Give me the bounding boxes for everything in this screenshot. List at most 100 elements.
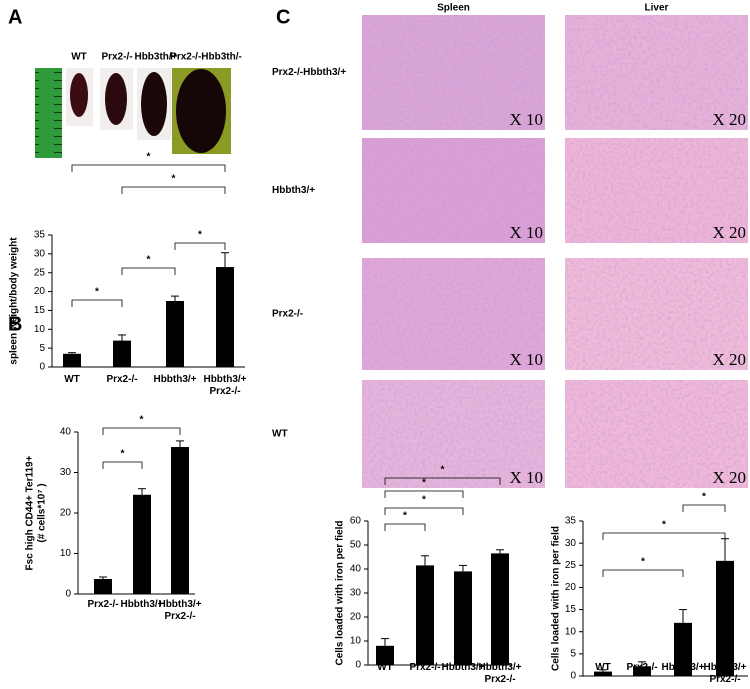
y-tick-label: 20 [350, 612, 362, 623]
row-label: WT [272, 429, 288, 440]
y-tick-label: 40 [350, 564, 362, 575]
spleen [105, 73, 127, 125]
y-tick-label: 35 [565, 516, 577, 527]
y-tick-label: 60 [350, 516, 362, 527]
spleen [141, 72, 167, 136]
bar [594, 671, 612, 676]
y-tick-label: 30 [34, 248, 46, 259]
magnification: X 20 [712, 110, 746, 129]
micrograph-texture [565, 258, 748, 370]
significance-star: * [147, 255, 151, 266]
y-tick-label: 20 [34, 286, 46, 297]
significance-star: * [147, 152, 151, 163]
y-tick-label: 40 [60, 427, 72, 438]
y-axis-label: Cells loaded with iron per field [335, 520, 346, 665]
significance-bracket [384, 523, 426, 531]
significance-bracket [602, 569, 684, 577]
bar [94, 579, 112, 594]
significance-bracket [384, 477, 501, 485]
significance-star: * [441, 465, 445, 476]
micrograph-texture [565, 380, 748, 488]
y-tick-label: 25 [565, 560, 577, 571]
column-header: Liver [645, 3, 669, 14]
micrograph-texture [565, 15, 748, 130]
ruler [35, 68, 62, 158]
x-tick-label: Hbbth3/+ [441, 662, 485, 673]
bar [674, 622, 692, 676]
y-tick-label: 10 [34, 324, 46, 335]
micrograph-texture [362, 380, 545, 488]
y-tick-label: 30 [565, 538, 577, 549]
magnification: X 10 [509, 110, 543, 129]
x-tick-label: Hbbth3/+ Prx2-/- [158, 599, 202, 622]
micrograph-texture [362, 15, 545, 130]
magnification: X 20 [712, 350, 746, 369]
bar [376, 645, 394, 665]
spleen [176, 69, 226, 153]
bar [216, 267, 234, 367]
y-tick-label: 10 [565, 626, 577, 637]
significance-star: * [702, 492, 706, 503]
significance-star: * [422, 495, 426, 506]
y-tick-label: 20 [60, 508, 72, 519]
significance-star: * [403, 511, 407, 522]
significance-star: * [172, 174, 176, 185]
row-label: Prx2-/-Hbbth3/+ [272, 67, 346, 78]
significance-bracket [102, 461, 143, 469]
bar [166, 301, 184, 367]
significance-star: * [140, 415, 144, 426]
x-tick-label: Prx2-/- [106, 374, 138, 385]
x-tick-label: WT [595, 662, 611, 673]
significance-bracket [71, 164, 226, 172]
significance-bracket [682, 504, 726, 512]
y-tick-label: 0 [570, 671, 576, 682]
x-tick-label: Hbbth3/+ [120, 599, 164, 610]
y-axis-label: (# cells*10⁷ ) [37, 483, 48, 542]
y-tick-label: 20 [565, 582, 577, 593]
y-tick-label: 0 [39, 362, 45, 373]
x-tick-label: Prx2-/- [626, 662, 658, 673]
magnification: X 10 [509, 223, 543, 242]
significance-bracket [71, 299, 123, 307]
significance-bracket [121, 267, 176, 275]
y-tick-label: 10 [60, 548, 72, 559]
spleen [70, 73, 88, 117]
x-tick-label: Hbbth3/+ [661, 662, 705, 673]
y-tick-label: 30 [350, 588, 362, 599]
bar [113, 340, 131, 367]
y-tick-label: 10 [350, 636, 362, 647]
significance-bracket [102, 427, 181, 435]
photos [35, 68, 231, 158]
y-axis-label: spleen weight/body weight [9, 237, 20, 365]
micrograph-texture [565, 138, 748, 243]
y-tick-label: 15 [565, 604, 577, 615]
column-header: Spleen [437, 3, 470, 14]
y-tick-label: 35 [34, 230, 46, 241]
significance-star: * [121, 449, 125, 460]
row-label: Prx2-/- [272, 309, 303, 320]
significance-star: * [422, 478, 426, 489]
bar [416, 565, 434, 665]
y-tick-label: 5 [570, 648, 576, 659]
bar [133, 494, 151, 594]
significance-star: * [198, 230, 202, 241]
x-tick-label: WT [377, 662, 393, 673]
significance-bracket [174, 242, 226, 250]
significance-star: * [95, 287, 99, 298]
bar [716, 560, 734, 676]
x-tick-label: Prx2-/- [409, 662, 441, 673]
bar [491, 553, 509, 665]
bar [171, 446, 189, 594]
x-tick-label: Hbbth3/+ Prx2-/- [203, 374, 247, 397]
photo-label: Prx2-/- [101, 52, 132, 63]
significance-bracket [602, 532, 726, 540]
photo-label: Prx2-/-Hbb3th/- [170, 52, 242, 63]
bar [633, 666, 651, 676]
panel-label: C [276, 6, 290, 28]
significance-bracket [121, 186, 226, 194]
magnification: X 10 [509, 468, 543, 487]
bar [454, 571, 472, 665]
magnification: X 10 [509, 350, 543, 369]
